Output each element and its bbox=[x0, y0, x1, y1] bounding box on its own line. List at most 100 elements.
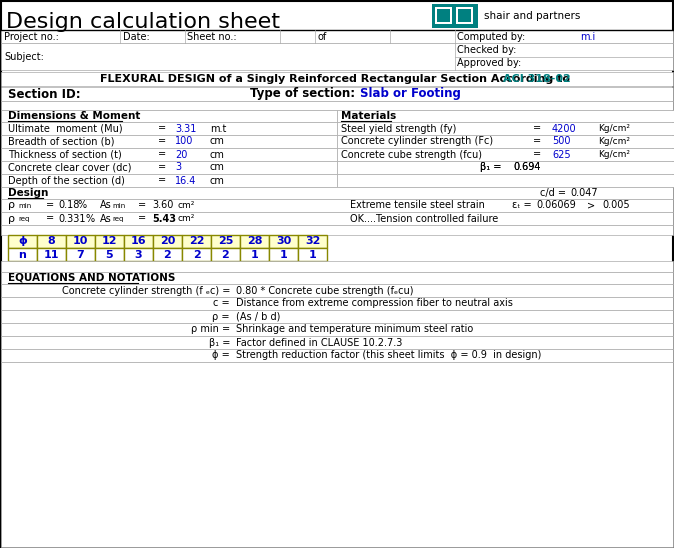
Bar bbox=[435, 7, 452, 24]
Bar bbox=[337, 148, 674, 161]
Text: 8: 8 bbox=[48, 237, 55, 247]
Text: 0.694: 0.694 bbox=[513, 163, 541, 173]
Text: cm: cm bbox=[210, 136, 225, 146]
Bar bbox=[1, 72, 673, 86]
Text: =: = bbox=[138, 214, 146, 224]
Bar bbox=[337, 135, 674, 148]
Text: 0.80 * Concrete cube strength (fₑcu): 0.80 * Concrete cube strength (fₑcu) bbox=[236, 286, 414, 295]
Bar bbox=[337, 122, 674, 135]
Text: Dimensions & Moment: Dimensions & Moment bbox=[8, 111, 140, 121]
Bar bbox=[1, 199, 673, 212]
Bar bbox=[8, 235, 37, 248]
Text: =: = bbox=[158, 123, 166, 134]
Text: req: req bbox=[112, 216, 123, 222]
Bar bbox=[269, 248, 298, 261]
Bar bbox=[1, 212, 673, 225]
Text: 20: 20 bbox=[160, 237, 175, 247]
Bar bbox=[1, 43, 673, 70]
Text: m.i: m.i bbox=[580, 31, 595, 42]
Text: min: min bbox=[18, 203, 31, 209]
Text: EQUATIONS AND NOTATIONS: EQUATIONS AND NOTATIONS bbox=[8, 273, 175, 283]
Text: 22: 22 bbox=[189, 237, 204, 247]
Text: 10: 10 bbox=[73, 237, 88, 247]
Text: %: % bbox=[78, 201, 87, 210]
Text: 500: 500 bbox=[552, 136, 570, 146]
Text: 5: 5 bbox=[106, 249, 113, 260]
Text: 4200: 4200 bbox=[552, 123, 577, 134]
Text: Project no.:: Project no.: bbox=[4, 31, 59, 42]
Text: Kg/cm²: Kg/cm² bbox=[598, 137, 630, 146]
Text: Sheet no.:: Sheet no.: bbox=[187, 31, 237, 42]
Bar bbox=[1, 122, 337, 135]
Text: 7: 7 bbox=[77, 249, 84, 260]
Text: 2: 2 bbox=[222, 249, 229, 260]
Bar bbox=[66, 235, 95, 248]
Text: cm: cm bbox=[210, 163, 225, 173]
Text: 25: 25 bbox=[218, 237, 233, 247]
Text: Concrete clear cover (dc): Concrete clear cover (dc) bbox=[8, 163, 131, 173]
Text: ϕ: ϕ bbox=[18, 237, 27, 247]
Text: Factor defined in CLAUSE 10.2.7.3: Factor defined in CLAUSE 10.2.7.3 bbox=[236, 338, 402, 347]
Text: =: = bbox=[533, 150, 541, 159]
Text: m.t: m.t bbox=[210, 123, 226, 134]
Text: 3.31: 3.31 bbox=[175, 123, 196, 134]
Bar bbox=[153, 235, 182, 248]
Text: Computed by:: Computed by: bbox=[457, 31, 525, 42]
Text: OK....Tension controlled failure: OK....Tension controlled failure bbox=[350, 214, 498, 224]
Text: =: = bbox=[46, 201, 54, 210]
Text: ρ: ρ bbox=[8, 201, 15, 210]
Bar bbox=[337, 110, 674, 122]
Text: 1: 1 bbox=[280, 249, 287, 260]
Text: Subject:: Subject: bbox=[4, 52, 44, 61]
Bar bbox=[458, 9, 471, 22]
Bar bbox=[1, 161, 337, 174]
Bar bbox=[1, 135, 337, 148]
Text: 32: 32 bbox=[305, 237, 320, 247]
Bar bbox=[1, 323, 673, 336]
Text: 2: 2 bbox=[193, 249, 200, 260]
Text: Date:: Date: bbox=[123, 31, 150, 42]
Text: 20: 20 bbox=[175, 150, 187, 159]
Bar bbox=[1, 297, 673, 310]
Text: 28: 28 bbox=[247, 237, 262, 247]
Text: 0.331: 0.331 bbox=[58, 214, 86, 224]
Bar bbox=[1, 284, 673, 297]
Bar bbox=[95, 248, 124, 261]
Text: req: req bbox=[18, 216, 30, 222]
Bar bbox=[1, 225, 673, 235]
Text: 30: 30 bbox=[276, 237, 291, 247]
Bar bbox=[1, 261, 673, 272]
Text: Shrinkage and temperature minimum steel ratio: Shrinkage and temperature minimum steel … bbox=[236, 324, 473, 334]
Text: Steel yield strength (fy): Steel yield strength (fy) bbox=[341, 123, 456, 134]
Text: n: n bbox=[19, 249, 26, 260]
Bar bbox=[1, 362, 673, 547]
Text: Checked by:: Checked by: bbox=[457, 45, 516, 55]
Bar bbox=[1, 110, 337, 122]
Text: β₁ =: β₁ = bbox=[209, 338, 230, 347]
Text: =: = bbox=[46, 214, 54, 224]
Text: 1: 1 bbox=[251, 249, 258, 260]
Text: 1: 1 bbox=[309, 249, 316, 260]
Text: shair and partners: shair and partners bbox=[484, 11, 580, 21]
Text: cm²: cm² bbox=[178, 214, 195, 223]
Text: Type of section:: Type of section: bbox=[250, 88, 355, 100]
Text: ρ min =: ρ min = bbox=[191, 324, 230, 334]
Text: 5.43: 5.43 bbox=[152, 214, 176, 224]
Bar bbox=[240, 235, 269, 248]
Text: Kg/cm²: Kg/cm² bbox=[598, 150, 630, 159]
Text: Ultimate  moment (Mu): Ultimate moment (Mu) bbox=[8, 123, 123, 134]
Bar bbox=[124, 235, 153, 248]
Text: ρ =: ρ = bbox=[212, 311, 230, 322]
Text: cm²: cm² bbox=[178, 201, 195, 210]
Bar bbox=[240, 248, 269, 261]
Text: of: of bbox=[317, 31, 326, 42]
Bar bbox=[8, 248, 37, 261]
Text: 16: 16 bbox=[131, 237, 146, 247]
Text: 3.60: 3.60 bbox=[152, 201, 173, 210]
Text: =: = bbox=[158, 175, 166, 186]
Text: β₁ =: β₁ = bbox=[480, 163, 501, 173]
Text: 12: 12 bbox=[102, 237, 117, 247]
Text: β₁ =: β₁ = bbox=[480, 163, 501, 173]
Text: Design calculation sheet: Design calculation sheet bbox=[6, 12, 280, 32]
Bar bbox=[437, 9, 450, 22]
